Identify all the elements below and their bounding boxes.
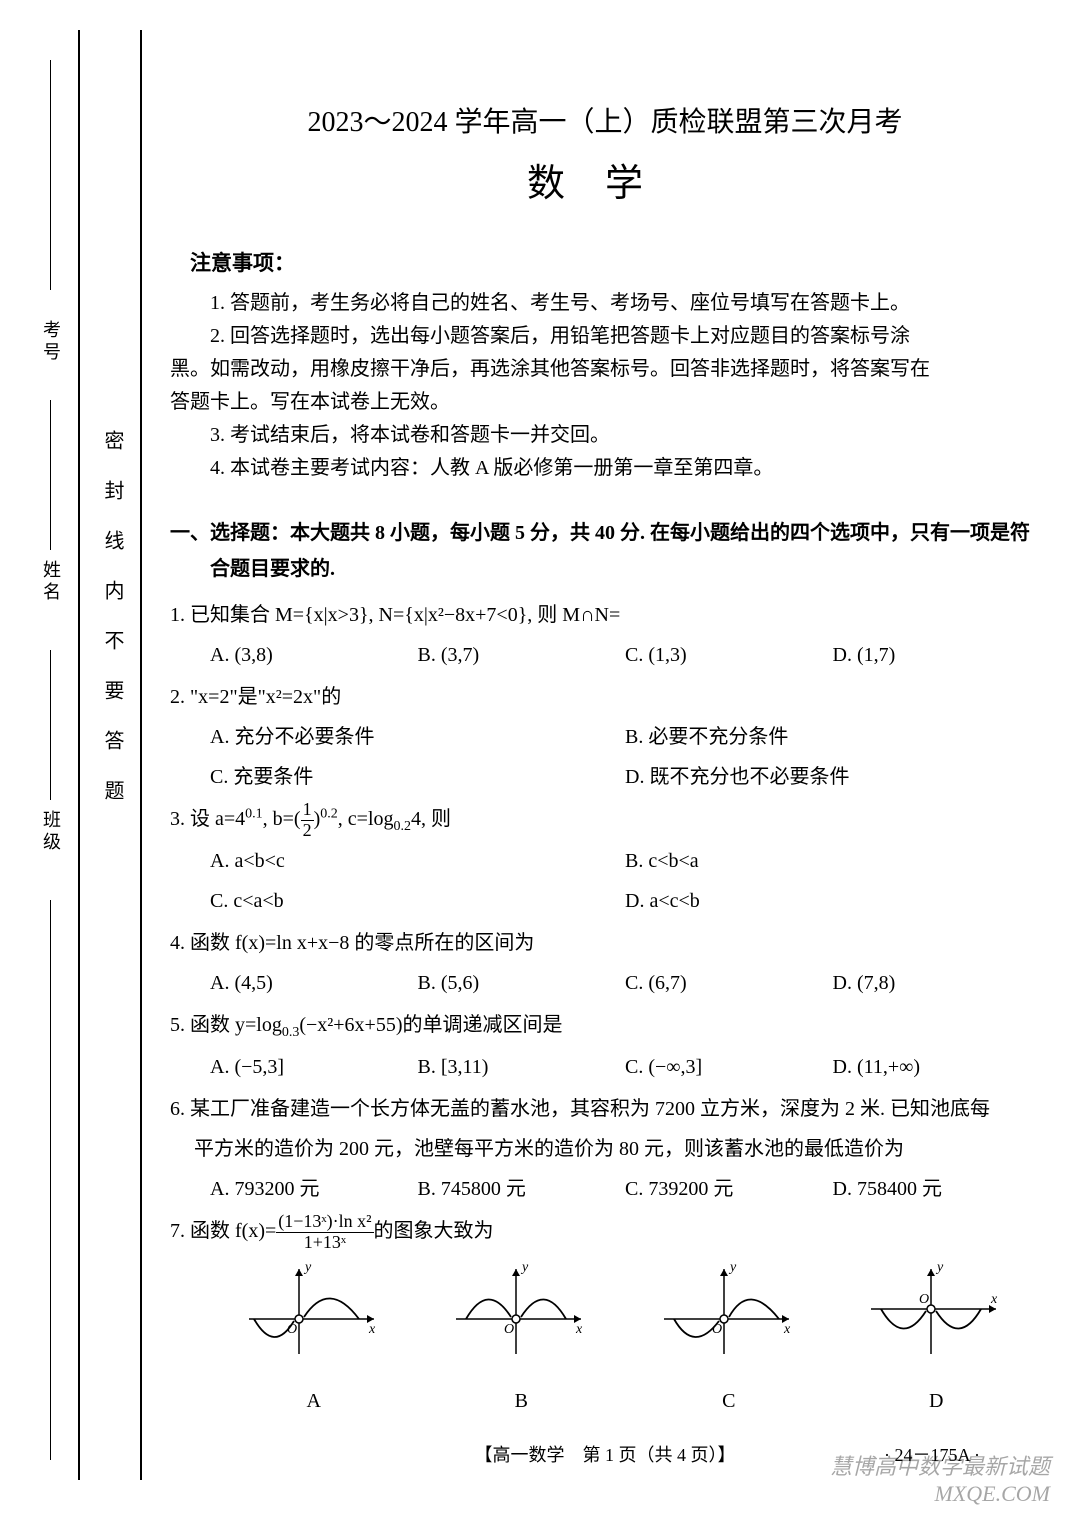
q7-label-b: B [446, 1381, 596, 1421]
question-2: 2. "x=2"是"x²=2x"的 A. 充分不必要条件 B. 必要不充分条件 … [170, 677, 1040, 797]
svg-text:O: O [712, 1322, 722, 1337]
q6-stem: 6. 某工厂准备建造一个长方体无盖的蓄水池，其容积为 7200 立方米，深度为 … [170, 1089, 1040, 1129]
q2-choice-d: D. 既不充分也不必要条件 [625, 757, 1040, 797]
axis-x-label: x [368, 1322, 376, 1337]
q5-stem: 5. 函数 y=log0.3(−x²+6x+55)的单调递减区间是 [170, 1005, 1040, 1047]
margin-label-xingming: 姓名 [38, 560, 64, 604]
margin-line-2 [50, 400, 51, 550]
svg-text:O: O [919, 1292, 929, 1307]
q5-choice-a: A. (−5,3] [210, 1047, 418, 1087]
q3-choice-c: C. c<a<b [210, 881, 625, 921]
axis-y-label: y [303, 1260, 312, 1275]
q3-choice-d: D. a<c<b [625, 881, 1040, 921]
q1-stem: 1. 已知集合 M={x|x>3}, N={x|x²−8x+7<0}, 则 M∩… [170, 595, 1040, 635]
margin-rule-1 [78, 30, 80, 1480]
q3-choice-b: B. c<b<a [625, 841, 1040, 881]
q4-choice-c: C. (6,7) [625, 963, 833, 1003]
margin-line-3 [50, 650, 51, 800]
margin-rule-2 [140, 30, 142, 1480]
question-6: 6. 某工厂准备建造一个长方体无盖的蓄水池，其容积为 7200 立方米，深度为 … [170, 1089, 1040, 1209]
svg-text:y: y [520, 1260, 529, 1275]
notice-item: 4. 本试卷主要考试内容：人教 A 版必修第一册第一章至第四章。 [170, 452, 1040, 485]
exam-title-line2: 数学 [170, 152, 1040, 207]
q7-label-a: A [239, 1381, 389, 1421]
q3-stem: 3. 设 a=40.1, b=(12)0.2, c=log0.24, 则 [170, 799, 1040, 841]
section-1-header: 一、选择题：本大题共 8 小题，每小题 5 分，共 40 分. 在每小题给出的四… [170, 515, 1040, 587]
q4-stem: 4. 函数 f(x)=ln x+x−8 的零点所在的区间为 [170, 923, 1040, 963]
q2-choice-a: A. 充分不必要条件 [210, 717, 625, 757]
q7-graph-d: y x O D [861, 1259, 1011, 1421]
q1-choice-a: A. (3,8) [210, 635, 418, 675]
question-1: 1. 已知集合 M={x|x>3}, N={x|x²−8x+7<0}, 则 M∩… [170, 595, 1040, 675]
exam-title-line1: 2023～2024 学年高一（上）质检联盟第三次月考 [170, 100, 1040, 140]
q1-choice-c: C. (1,3) [625, 635, 833, 675]
q1-choice-d: D. (1,7) [833, 635, 1041, 675]
notice-item: 2. 回答选择题时，选出每小题答案后，用铅笔把答题卡上对应题目的答案标号涂 [170, 320, 1040, 353]
q7-label-d: D [861, 1381, 1011, 1421]
question-3: 3. 设 a=40.1, b=(12)0.2, c=log0.24, 则 A. … [170, 799, 1040, 921]
svg-text:x: x [990, 1292, 998, 1307]
q3-choice-a: A. a<b<c [210, 841, 625, 881]
svg-text:x: x [575, 1322, 583, 1337]
notice-item: 黑。如需改动，用橡皮擦干净后，再选涂其他答案标号。回答非选择题时，将答案写在 [170, 353, 1040, 386]
q7-stem: 7. 函数 f(x)=(1−13ˣ)·ln x²1+13ˣ的图象大致为 [170, 1211, 1040, 1253]
notice-item: 3. 考试结束后，将本试卷和答题卡一并交回。 [170, 419, 1040, 452]
q6-choice-a: A. 793200 元 [210, 1169, 418, 1209]
q7-graph-c: y x O C [654, 1259, 804, 1421]
q2-choice-c: C. 充要条件 [210, 757, 625, 797]
svg-text:O: O [504, 1322, 514, 1337]
origin-label: O [287, 1322, 297, 1337]
margin-line-1 [50, 60, 51, 290]
margin-line-4 [50, 900, 51, 1460]
q7-label-c: C [654, 1381, 804, 1421]
notice-item: 答题卡上。写在本试卷上无效。 [170, 386, 1040, 419]
q7-graph-a: y x O A [239, 1259, 389, 1421]
q5-choice-d: D. (11,+∞) [833, 1047, 1041, 1087]
q6-choice-c: C. 739200 元 [625, 1169, 833, 1209]
notice-item: 1. 答题前，考生务必将自己的姓名、考生号、考场号、座位号填写在答题卡上。 [170, 287, 1040, 320]
q6-choice-b: B. 745800 元 [418, 1169, 626, 1209]
svg-text:y: y [935, 1260, 944, 1275]
question-4: 4. 函数 f(x)=ln x+x−8 的零点所在的区间为 A. (4,5) B… [170, 923, 1040, 1003]
q2-stem: 2. "x=2"是"x²=2x"的 [170, 677, 1040, 717]
q6-choice-d: D. 758400 元 [833, 1169, 1041, 1209]
seal-line-text: 密封线内不要答题 [98, 430, 127, 830]
q7-graph-b: y x O B [446, 1259, 596, 1421]
svg-text:y: y [728, 1260, 737, 1275]
q4-choice-d: D. (7,8) [833, 963, 1041, 1003]
question-7: 7. 函数 f(x)=(1−13ˣ)·ln x²1+13ˣ的图象大致为 [170, 1211, 1040, 1421]
margin-label-kaohao: 考号 [38, 320, 64, 364]
question-5: 5. 函数 y=log0.3(−x²+6x+55)的单调递减区间是 A. (−5… [170, 1005, 1040, 1087]
q4-choice-b: B. (5,6) [418, 963, 626, 1003]
q5-choice-c: C. (−∞,3] [625, 1047, 833, 1087]
q5-choice-b: B. [3,11) [418, 1047, 626, 1087]
q1-choice-b: B. (3,7) [418, 635, 626, 675]
q2-choice-b: B. 必要不充分条件 [625, 717, 1040, 757]
margin-label-banji: 班级 [38, 810, 64, 854]
watermark: 慧博高中数学最新试题 MXQE.COM [830, 1449, 1050, 1507]
q7-graphs: y x O A y [170, 1259, 1040, 1421]
svg-text:x: x [783, 1322, 791, 1337]
notice-title: 注意事项： [190, 247, 1040, 277]
notice-block: 1. 答题前，考生务必将自己的姓名、考生号、考场号、座位号填写在答题卡上。 2.… [170, 287, 1040, 485]
q6-stem2: 平方米的造价为 200 元，池壁每平方米的造价为 80 元，则该蓄水池的最低造价… [170, 1129, 1040, 1169]
q4-choice-a: A. (4,5) [210, 963, 418, 1003]
